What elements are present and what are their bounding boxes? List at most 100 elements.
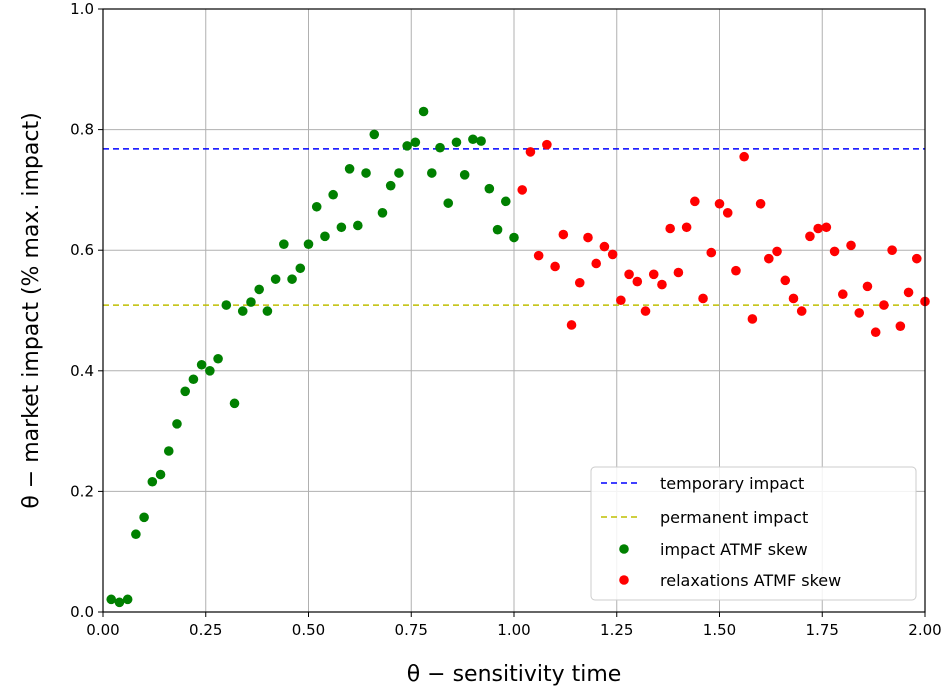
- data-point: [542, 139, 552, 150]
- data-point: [813, 223, 823, 234]
- grid-lines: [102, 8, 926, 613]
- data-point: [353, 220, 363, 231]
- data-point: [788, 293, 799, 304]
- data-point: [862, 281, 873, 292]
- data-point: [221, 300, 232, 310]
- data-point: [846, 240, 856, 251]
- data-point: [459, 170, 470, 180]
- legend-label: relaxations ATMF skew: [660, 571, 841, 590]
- data-point: [410, 137, 421, 148]
- data-point: [254, 284, 264, 295]
- data-point: [427, 168, 437, 178]
- legend-label: permanent impact: [660, 508, 808, 527]
- x-tick-label: 0.50: [292, 621, 325, 639]
- x-tick-label: 1.75: [806, 621, 839, 639]
- data-point: [870, 327, 881, 338]
- x-tick-label: 2.00: [908, 621, 941, 639]
- x-tick-label: 1.00: [497, 621, 530, 639]
- data-point: [599, 241, 610, 252]
- data-point: [394, 168, 404, 178]
- data-point: [616, 295, 626, 306]
- data-point: [114, 597, 125, 608]
- data-point: [838, 289, 848, 300]
- data-point: [533, 250, 544, 261]
- data-point: [566, 320, 577, 330]
- data-point: [311, 201, 322, 212]
- data-point: [155, 469, 166, 480]
- data-point: [681, 222, 692, 233]
- data-point: [320, 231, 330, 242]
- data-point: [131, 529, 141, 540]
- reference-lines: [103, 148, 925, 306]
- data-point: [246, 297, 256, 307]
- legend-label: temporary impact: [660, 474, 804, 493]
- data-point: [188, 374, 199, 385]
- data-point: [509, 232, 519, 243]
- data-point: [657, 279, 667, 290]
- data-point: [237, 306, 248, 316]
- data-point: [854, 308, 865, 318]
- y-axis-title: θ − market impact (% max. impact): [19, 112, 44, 508]
- y-tick-label: 1.0: [70, 0, 94, 18]
- legend: temporary impact permanent impact impact A…: [590, 466, 917, 601]
- data-point: [829, 246, 840, 257]
- y-tick-label: 0.4: [70, 362, 94, 380]
- data-point: [451, 137, 462, 148]
- data-point: [402, 141, 412, 151]
- axis-ticks: 0.00 0.25 0.50 0.75 1.00 1.25 1.50 1.75 2.00 0.0 0…: [70, 0, 942, 639]
- data-point: [303, 239, 314, 249]
- legend-marker-swatch: [619, 544, 629, 554]
- data-point: [698, 293, 708, 304]
- data-point: [665, 223, 675, 234]
- data-point: [821, 222, 832, 233]
- data-point: [755, 198, 766, 209]
- data-point: [591, 258, 601, 269]
- data-point: [731, 265, 741, 276]
- data-point: [163, 446, 174, 456]
- data-point: [558, 229, 569, 240]
- data-point: [780, 275, 791, 286]
- data-point: [484, 183, 495, 194]
- data-point: [714, 198, 725, 209]
- data-point: [624, 269, 634, 280]
- data-point: [887, 245, 897, 255]
- x-tick-label: 0.00: [86, 621, 119, 639]
- data-point: [229, 398, 240, 409]
- data-points: [106, 106, 930, 608]
- data-point: [336, 222, 347, 233]
- data-point: [895, 321, 906, 331]
- data-point: [747, 314, 758, 324]
- data-point: [172, 419, 182, 429]
- data-point: [328, 189, 338, 200]
- data-point: [517, 185, 528, 195]
- data-point: [147, 476, 158, 487]
- y-tick-label: 0.2: [70, 482, 94, 500]
- data-point: [607, 249, 618, 260]
- data-point: [772, 246, 782, 257]
- data-point: [443, 198, 454, 208]
- data-point: [205, 366, 215, 376]
- data-point: [525, 147, 536, 157]
- data-point: [418, 106, 429, 117]
- data-point: [476, 136, 486, 146]
- data-point: [805, 231, 815, 242]
- data-point: [468, 134, 478, 145]
- x-tick-label: 1.50: [703, 621, 736, 639]
- y-tick-label: 0.0: [70, 603, 94, 621]
- data-point: [550, 261, 560, 272]
- data-point: [196, 359, 207, 370]
- data-point: [722, 208, 733, 218]
- x-tick-label: 0.75: [395, 621, 428, 639]
- data-point: [583, 232, 593, 243]
- data-point: [295, 263, 306, 274]
- x-tick-label: 1.25: [600, 621, 633, 639]
- y-tick-label: 0.6: [70, 241, 94, 259]
- data-point: [492, 224, 503, 235]
- data-point: [706, 247, 717, 258]
- data-point: [270, 274, 281, 284]
- data-point: [648, 269, 659, 280]
- data-point: [369, 129, 380, 140]
- data-point: [879, 300, 889, 310]
- y-tick-label: 0.8: [70, 121, 94, 139]
